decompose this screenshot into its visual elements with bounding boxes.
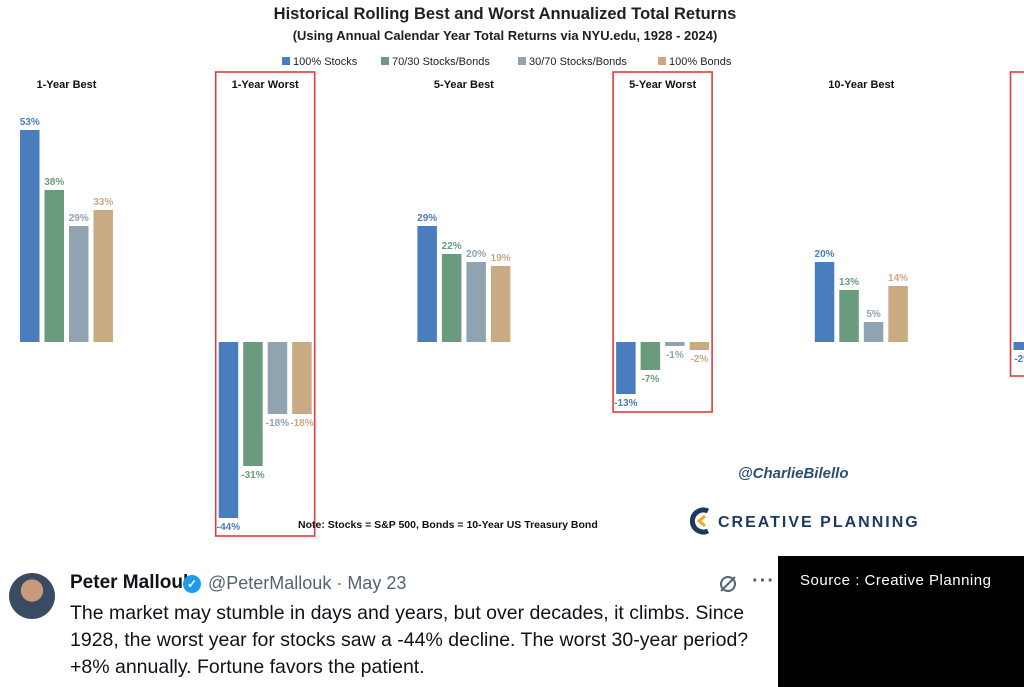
group-label-5-year-best: 5-Year Best	[434, 79, 494, 91]
value-label-5-year-worst-70-30-stocks-bonds: -7%	[641, 374, 659, 385]
highlight-frame-5-year-worst	[612, 71, 713, 413]
value-label-10-year-best-70-30-stocks-bonds: 13%	[839, 277, 859, 288]
legend: 100% Stocks 70/30 Stocks/Bonds 30/70 Stock…	[282, 56, 732, 68]
highlight-frame-1-year-worst	[214, 71, 316, 537]
tweet-text: The market may stumble in days and years…	[70, 602, 749, 678]
value-label-1-year-best-30-70-stocks-bonds: 29%	[69, 213, 89, 224]
value-label-5-year-best-100-bonds: 19%	[491, 253, 511, 264]
highlight-frame-10-year-worst	[1009, 71, 1024, 377]
bar-10-year-best-100-stocks	[814, 262, 835, 342]
bar-1-year-best-100-bonds	[93, 210, 113, 342]
logo-mark-icon	[689, 507, 710, 535]
value-label-10-year-worst-100-stocks: -2%	[1014, 354, 1024, 365]
group-label-5-year-worst: 5-Year Worst	[629, 79, 696, 91]
brand-name: CREATIVE PLANNING	[718, 514, 920, 531]
group-label-1-year-best: 1-Year Best	[37, 79, 97, 91]
bar-1-year-best-70-30-stocks-bonds	[44, 190, 64, 342]
bar-5-year-worst-70-30-stocks-bonds	[640, 342, 661, 370]
bar-1-year-best-100-stocks	[20, 130, 40, 342]
legend-label-30-70-stocks-bonds: 30/70 Stocks/Bonds	[529, 56, 627, 68]
legend-label-100-stocks: 100% Stocks	[293, 56, 358, 68]
value-label-5-year-worst-100-bonds: -2%	[690, 354, 708, 365]
value-label-1-year-best-70-30-stocks-bonds: 38%	[44, 177, 64, 188]
bar-1-year-worst-30-70-stocks-bonds	[267, 342, 288, 414]
value-label-10-year-best-100-stocks: 20%	[815, 249, 835, 260]
legend-swatch-30-70-stocks-bonds	[518, 57, 526, 65]
author-handle-date[interactable]: @PeterMallouk · May 23	[208, 573, 407, 593]
group-label-1-year-worst: 1-Year Worst	[232, 79, 299, 91]
value-label-10-year-best-100-bonds: 14%	[888, 273, 908, 284]
bar-5-year-best-100-stocks	[417, 226, 437, 342]
chart-svg: Historical Rolling Best and Worst Annual…	[20, 5, 1024, 537]
bar-5-year-best-70-30-stocks-bonds	[441, 254, 462, 342]
bar-10-year-worst-100-stocks	[1013, 342, 1024, 350]
bar-1-year-worst-100-bonds	[292, 342, 312, 414]
bar-5-year-best-100-bonds	[490, 266, 511, 342]
group-label-10-year-best: 10-Year Best	[828, 79, 894, 91]
bar-5-year-best-30-70-stocks-bonds	[466, 262, 486, 342]
source-note: Source : Creative Planning	[800, 572, 992, 589]
bar-5-year-worst-100-bonds	[689, 342, 710, 350]
value-labels: 53% 38% 29% 33% -44% -31% -18% -18% 29% 22% 20% 19%…	[20, 117, 1024, 533]
value-label-1-year-best-100-stocks: 53%	[20, 117, 40, 128]
value-label-1-year-worst-100-bonds: -18%	[290, 418, 313, 429]
legend-label-100-bonds: 100% Bonds	[669, 56, 732, 68]
value-label-5-year-best-30-70-stocks-bonds: 20%	[466, 249, 486, 260]
bar-10-year-best-100-bonds	[888, 286, 908, 342]
highlight-frames	[214, 71, 1024, 537]
legend-label-70-30-stocks-bonds: 70/30 Stocks/Bonds	[392, 56, 490, 68]
legend-swatch-100-stocks	[282, 57, 290, 65]
value-label-1-year-worst-30-70-stocks-bonds: -18%	[266, 418, 289, 429]
value-label-5-year-best-70-30-stocks-bonds: 22%	[442, 241, 462, 252]
bar-5-year-worst-100-stocks	[616, 342, 636, 394]
more-options-icon[interactable]: ···	[752, 570, 775, 592]
value-label-5-year-worst-30-70-stocks-bonds: -1%	[666, 350, 684, 361]
bar-5-year-worst-30-70-stocks-bonds	[665, 342, 685, 346]
bar-10-year-best-30-70-stocks-bonds	[863, 322, 884, 342]
chart-area: Historical Rolling Best and Worst Annual…	[19, 5, 1024, 537]
value-label-1-year-worst-100-stocks: -44%	[217, 522, 240, 533]
verified-badge-icon: ✓	[183, 575, 201, 593]
tweet-panel: Peter Mallouk ✓ @PeterMallouk · May 23 ·…	[0, 556, 1024, 687]
grok-icon[interactable]	[718, 574, 738, 594]
value-label-1-year-best-100-bonds: 33%	[93, 197, 113, 208]
chart-note: Note: Stocks = S&P 500, Bonds = 10-Year …	[298, 519, 598, 531]
bar-1-year-worst-100-stocks	[218, 342, 239, 518]
chart-subtitle: (Using Annual Calendar Year Total Return…	[293, 28, 718, 43]
legend-swatch-70-30-stocks-bonds	[381, 57, 389, 65]
chart-title: Historical Rolling Best and Worst Annual…	[274, 5, 737, 23]
value-label-1-year-worst-70-30-stocks-bonds: -31%	[241, 470, 264, 481]
bars	[20, 130, 1024, 518]
value-label-5-year-best-100-stocks: 29%	[417, 213, 437, 224]
creative-planning-logo: CREATIVE PLANNING	[689, 507, 920, 535]
value-label-5-year-worst-100-stocks: -13%	[614, 398, 637, 409]
bar-1-year-worst-70-30-stocks-bonds	[243, 342, 263, 466]
bar-1-year-best-30-70-stocks-bonds	[69, 226, 89, 342]
value-label-10-year-best-30-70-stocks-bonds: 5%	[866, 309, 881, 320]
avatar[interactable]	[9, 573, 55, 619]
chart-handle: @CharlieBilello	[738, 465, 849, 482]
bar-10-year-best-70-30-stocks-bonds	[839, 290, 859, 342]
legend-swatch-100-bonds	[658, 57, 666, 65]
tweet-card: Peter Mallouk ✓ @PeterMallouk · May 23 ·…	[0, 556, 778, 687]
author-name[interactable]: Peter Mallouk	[70, 572, 194, 593]
group-labels: 1-Year Best 1-Year Worst 5-Year Best 5-Year…	[37, 79, 1024, 91]
